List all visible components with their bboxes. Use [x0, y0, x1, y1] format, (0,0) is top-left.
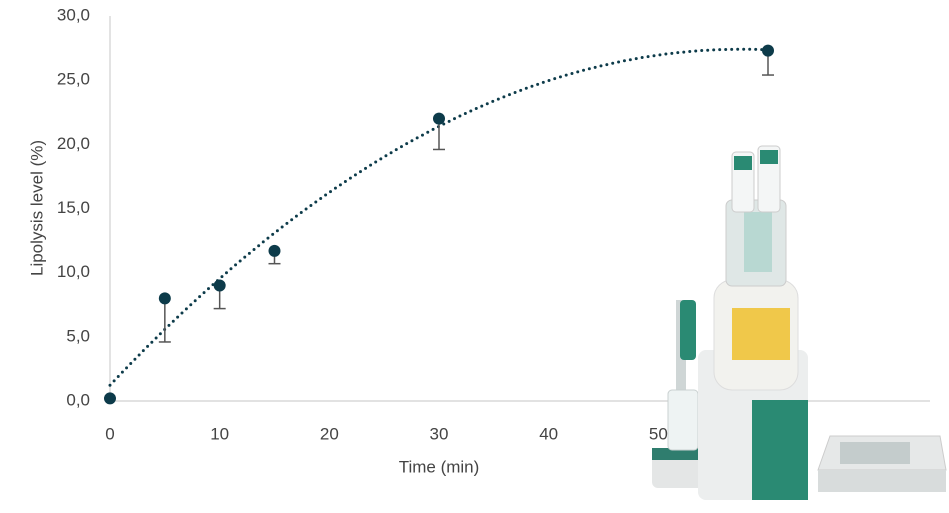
point	[762, 45, 774, 57]
point	[433, 113, 445, 125]
photo-shape	[760, 150, 778, 164]
x-tick-label: 40	[539, 424, 558, 443]
y-tick-label: 15,0	[57, 198, 90, 217]
point	[269, 245, 281, 257]
photo-shape	[668, 390, 698, 450]
photo-shape	[818, 470, 946, 492]
x-axis-label: Time (min)	[399, 457, 480, 476]
x-tick-label: 10	[210, 424, 229, 443]
photo-shape	[734, 156, 752, 170]
point	[214, 280, 226, 292]
photo-shape	[680, 300, 696, 360]
x-tick-label: 20	[320, 424, 339, 443]
photo-shape	[752, 400, 808, 500]
y-tick-label: 5,0	[66, 326, 90, 345]
instrument-photo	[652, 146, 946, 500]
chart: Time (min) Lipolysis level (%) 0,0 5,0 10,…	[0, 0, 949, 513]
x-tick-label: 50	[649, 424, 668, 443]
point	[159, 292, 171, 304]
photo-shape	[732, 308, 790, 360]
y-tick-label: 0,0	[66, 390, 90, 409]
y-tick-label: 25,0	[57, 70, 90, 89]
photo-shape	[744, 212, 772, 272]
y-axis-label: Lipolysis level (%)	[27, 140, 46, 276]
photo-shape	[840, 442, 910, 464]
trendline	[110, 49, 768, 385]
error-bar	[159, 298, 171, 342]
y-tick-label: 10,0	[57, 262, 90, 281]
x-tick-label: 0	[105, 424, 114, 443]
point	[104, 392, 116, 404]
y-tick-label: 20,0	[57, 134, 90, 153]
x-tick-label: 30	[430, 424, 449, 443]
y-tick-label: 30,0	[57, 5, 90, 24]
